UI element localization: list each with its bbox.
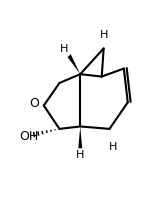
Text: H: H (109, 141, 118, 152)
Polygon shape (68, 54, 80, 74)
Text: H: H (76, 150, 85, 160)
Text: O: O (29, 97, 39, 110)
Text: H: H (99, 30, 108, 40)
Text: OH: OH (19, 130, 38, 143)
Polygon shape (78, 126, 82, 148)
Text: H: H (60, 44, 68, 54)
